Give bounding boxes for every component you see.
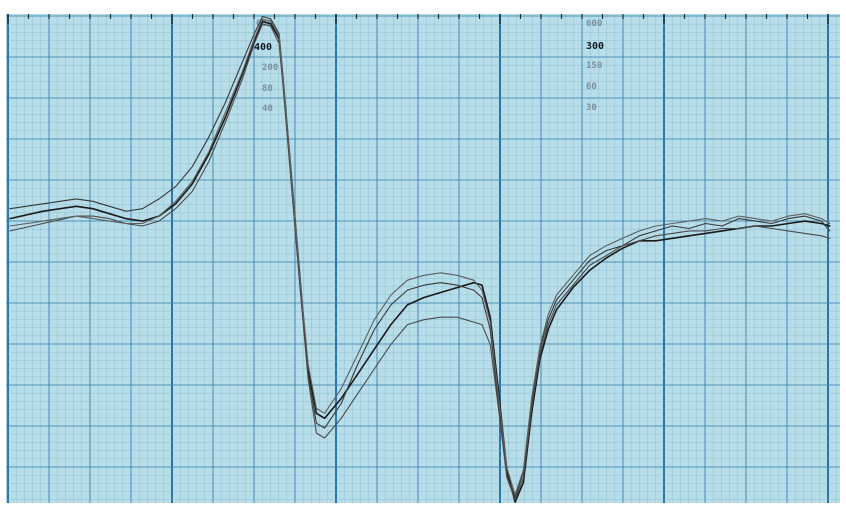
scale-label-left-40: 40 bbox=[262, 104, 273, 114]
ecg-traces bbox=[9, 15, 831, 503]
scale-label-right-300: 300 bbox=[586, 41, 604, 52]
trace-line-2 bbox=[9, 15, 831, 498]
trace-line-1 bbox=[9, 20, 831, 503]
scale-label-right-600: 600 bbox=[586, 19, 602, 29]
scale-label-right-60: 60 bbox=[586, 82, 597, 92]
paper-sheet bbox=[6, 14, 840, 503]
scale-label-left-80: 80 bbox=[262, 84, 273, 94]
scale-label-left-400: 400 bbox=[254, 42, 272, 53]
trace-line-3 bbox=[9, 23, 831, 501]
trace-line-4 bbox=[9, 18, 831, 496]
scale-label-left-200: 200 bbox=[262, 63, 278, 73]
scale-label-right-150: 150 bbox=[586, 61, 602, 71]
scale-label-right-30: 30 bbox=[586, 103, 597, 113]
